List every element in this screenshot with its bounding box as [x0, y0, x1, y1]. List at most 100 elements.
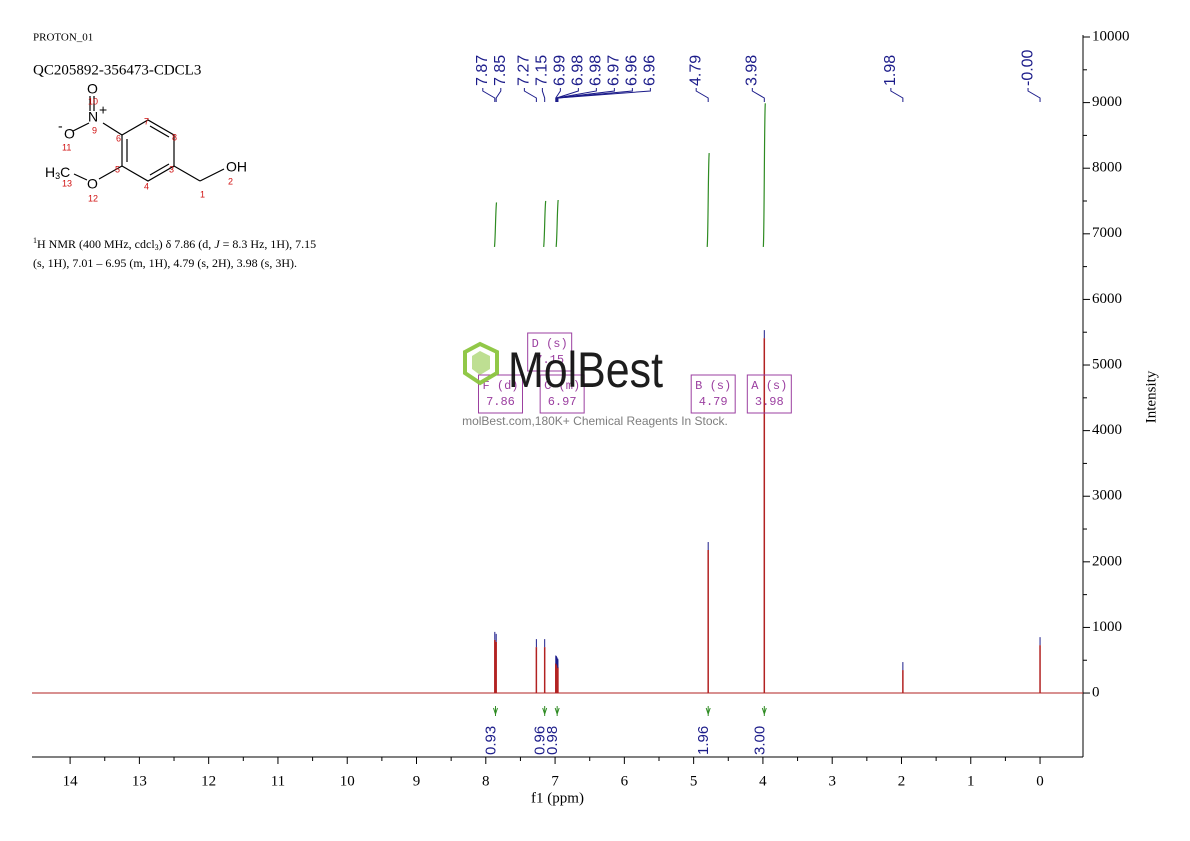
multiplet-shift: 7.15 — [535, 353, 564, 367]
atom: OH — [226, 159, 247, 175]
atom: N — [88, 109, 98, 125]
locant: 8 — [172, 132, 177, 142]
x-tick-label: 11 — [271, 773, 285, 789]
y-tick-label: 9000 — [1092, 94, 1122, 110]
peak-label: 7.15 — [534, 55, 551, 86]
y-tick-label: 0 — [1092, 684, 1100, 700]
peak-label: 3.98 — [744, 55, 761, 86]
bond — [173, 165, 201, 182]
y-tick-label: 5000 — [1092, 356, 1122, 372]
x-tick-label: 3 — [828, 773, 836, 789]
peak-label: -0.00 — [1019, 49, 1036, 86]
superscript: 1 — [33, 236, 37, 245]
y-tick-label: 4000 — [1092, 422, 1122, 438]
integral-marker — [493, 706, 498, 716]
locant: 1 — [200, 189, 205, 199]
peak-label: 6.96 — [624, 55, 641, 86]
integral-label: 0.96 — [532, 726, 549, 755]
text: H NMR (400 MHz, cdcl — [37, 237, 155, 251]
multiplet-label: F (d) — [482, 379, 518, 393]
multiplet-box — [746, 374, 792, 414]
x-tick-label: 8 — [482, 773, 490, 789]
peak-label: 6.98 — [588, 55, 605, 86]
peak-leader — [695, 88, 709, 102]
locant: 2 — [228, 176, 233, 186]
multiplet-box — [690, 374, 736, 414]
y-tick-label: 8000 — [1092, 160, 1122, 176]
bond — [102, 122, 123, 136]
atom: O — [87, 81, 98, 97]
locant: 13 — [62, 178, 72, 188]
peak-leader — [541, 88, 546, 102]
peak-leader — [556, 88, 615, 102]
logo — [463, 341, 499, 386]
atom: C — [60, 164, 70, 180]
integral-label: 0.98 — [544, 726, 561, 755]
integral-marker — [554, 706, 560, 716]
atom: O — [64, 126, 75, 142]
multiplet-box — [477, 374, 523, 414]
integral-curve — [555, 199, 559, 247]
locant: 9 — [92, 125, 97, 135]
peak-label: 6.98 — [570, 55, 587, 86]
integral-marker — [705, 706, 711, 716]
text: = 8.3 Hz, 1H), 7.15 — [220, 237, 316, 251]
multiplet-shift: 7.86 — [486, 395, 515, 409]
locant: 5 — [115, 164, 120, 174]
x-tick-label: 0 — [1036, 773, 1044, 789]
peak-leader — [555, 88, 561, 102]
y-axis-title: Intensity — [1143, 370, 1159, 423]
multiplet-box — [539, 374, 585, 414]
integral-marker — [542, 706, 548, 716]
text: ) δ 7.86 (d, — [159, 237, 215, 251]
multiplet-label: D (s) — [532, 337, 568, 351]
watermark-brand: MolBest — [508, 342, 663, 398]
integral-curve — [543, 200, 547, 247]
locant: 7 — [144, 116, 149, 126]
atom: O — [87, 176, 98, 192]
peak-leader — [890, 88, 904, 102]
x-tick-label: 5 — [690, 773, 698, 789]
nmr-description: (s, 1H), 7.01 – 6.95 (m, 1H), 4.79 (s, 2… — [33, 256, 297, 270]
x-tick-label: 13 — [132, 773, 147, 789]
locant: 4 — [144, 181, 149, 191]
integral-curve — [706, 153, 710, 247]
x-tick-label: 7 — [551, 773, 559, 789]
watermark-slogan: molBest.com,180K+ Chemical Reagents In S… — [462, 414, 728, 428]
peak-leader — [482, 88, 496, 102]
x-tick-label: 9 — [413, 773, 421, 789]
multiplet-box — [527, 332, 573, 372]
y-tick-label: 2000 — [1092, 553, 1122, 569]
bond — [199, 168, 225, 182]
y-tick-label: 1000 — [1092, 619, 1122, 635]
subscript: 3 — [55, 171, 60, 181]
peak-leader — [555, 88, 597, 102]
y-tick-label: 7000 — [1092, 225, 1122, 241]
peak-leader — [751, 88, 765, 102]
bond — [72, 122, 90, 132]
peak-label: 1.98 — [882, 55, 899, 86]
x-tick-label: 6 — [621, 773, 629, 789]
locant: 6 — [116, 133, 121, 143]
integral-label: 1.96 — [695, 726, 712, 755]
locant: 12 — [88, 193, 98, 203]
y-tick-label: 6000 — [1092, 291, 1122, 307]
multiplet-label: C (m) — [544, 379, 580, 393]
x-tick-label: 4 — [759, 773, 767, 789]
peak-label: 7.85 — [492, 55, 509, 86]
bond — [98, 165, 123, 180]
integral-curve — [493, 202, 498, 247]
multiplet-label: B (s) — [695, 379, 731, 393]
locant: 11 — [62, 142, 71, 152]
x-axis-title: f1 (ppm) — [531, 790, 584, 806]
multiplet-shift: 3.98 — [755, 395, 784, 409]
integral-label: 3.00 — [751, 726, 768, 755]
structure: O N + O - O OH H3C 10 9 11 13 12 6 7 8 5… — [45, 81, 247, 204]
integral-curve — [762, 103, 766, 247]
y-tick-label: 10000 — [1092, 28, 1130, 44]
chart-subtitle: QC205892-356473-CDCL3 — [33, 62, 201, 78]
integral-label: 0.93 — [482, 726, 499, 755]
x-tick-label: 12 — [201, 773, 216, 789]
bond — [149, 163, 170, 176]
